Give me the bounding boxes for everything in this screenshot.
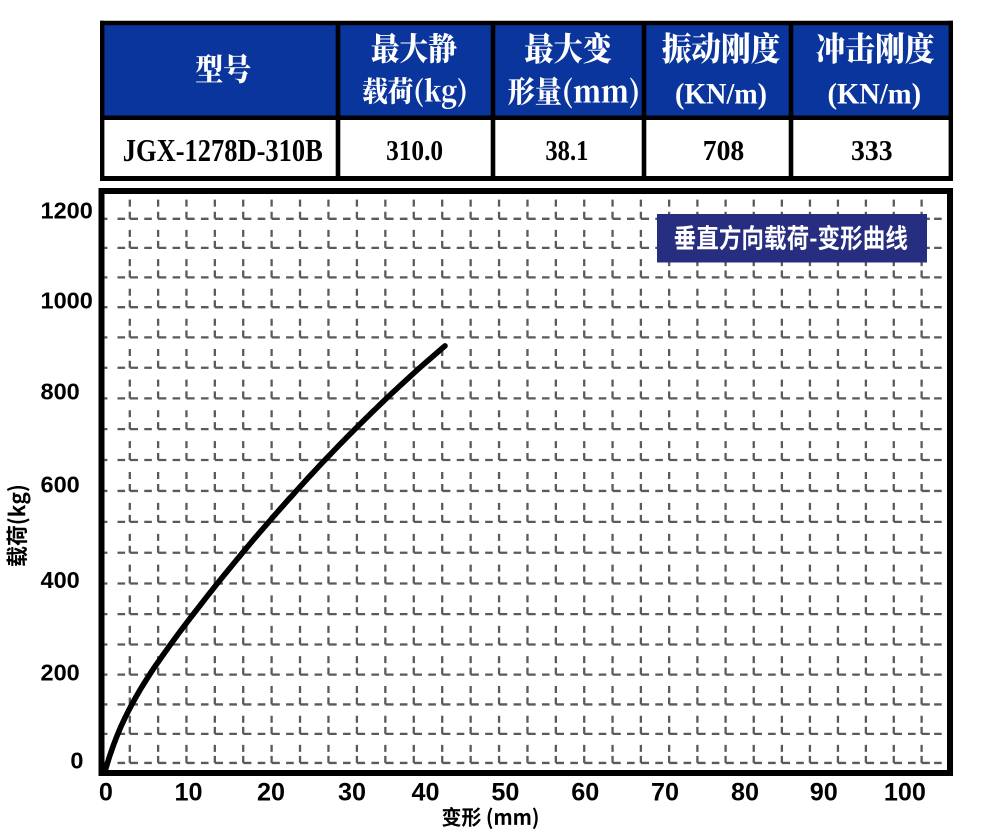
- svg-text:38.1: 38.1: [545, 135, 588, 167]
- svg-text:600: 600: [41, 472, 80, 498]
- svg-text:0: 0: [70, 748, 83, 774]
- svg-text:30: 30: [338, 778, 366, 806]
- svg-text:310.0: 310.0: [386, 135, 443, 167]
- svg-text:50: 50: [491, 778, 519, 806]
- svg-text:70: 70: [651, 778, 679, 806]
- svg-text:40: 40: [411, 778, 439, 806]
- svg-text:708: 708: [703, 135, 745, 167]
- svg-text:800: 800: [41, 379, 80, 405]
- svg-text:JGX-1278D-310B: JGX-1278D-310B: [123, 132, 323, 168]
- svg-text:1200: 1200: [41, 198, 93, 224]
- svg-text:(KN/m): (KN/m): [828, 78, 922, 111]
- svg-text:400: 400: [41, 567, 80, 593]
- svg-text:90: 90: [810, 778, 838, 806]
- svg-text:20: 20: [257, 778, 285, 806]
- svg-text:80: 80: [731, 778, 759, 806]
- svg-text:200: 200: [41, 659, 80, 685]
- svg-text:60: 60: [571, 778, 599, 806]
- svg-text:0: 0: [99, 778, 113, 806]
- svg-text:333: 333: [851, 135, 893, 167]
- svg-text:10: 10: [174, 778, 202, 806]
- svg-text:1000: 1000: [41, 288, 93, 314]
- svg-text:(KN/m): (KN/m): [675, 78, 767, 111]
- svg-text:100: 100: [884, 778, 926, 806]
